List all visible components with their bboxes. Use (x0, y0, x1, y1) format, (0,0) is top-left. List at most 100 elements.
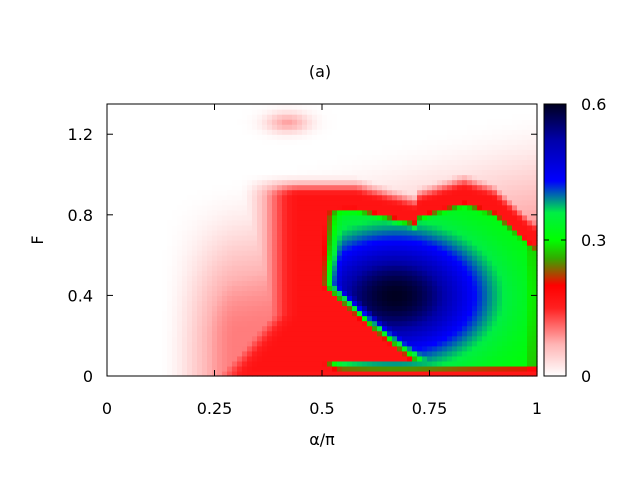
heatmap-cell (352, 350, 358, 357)
heatmap-cell (292, 255, 298, 261)
heatmap-cell (267, 280, 273, 286)
heatmap-cell (267, 169, 273, 176)
heatmap-cell (422, 124, 428, 130)
heatmap-cell (452, 214, 458, 221)
heatmap-cell (147, 229, 153, 236)
heatmap-cell (182, 134, 188, 140)
heatmap-cell (447, 255, 453, 261)
heatmap-cell (177, 139, 183, 145)
heatmap-cell (347, 335, 353, 342)
heatmap-cell (177, 104, 183, 110)
heatmap-cell (117, 370, 123, 377)
heatmap-cell (227, 179, 233, 186)
heatmap-cell (262, 335, 268, 342)
heatmap-cell (352, 270, 358, 276)
heatmap-cell (437, 370, 443, 377)
heatmap-cell (267, 139, 273, 145)
heatmap-cell (312, 340, 318, 347)
heatmap-cell (372, 209, 378, 216)
heatmap-cell (402, 184, 408, 191)
heatmap-cell (142, 184, 148, 191)
heatmap-cell (487, 169, 493, 176)
heatmap-cell (447, 340, 453, 347)
heatmap-cell (322, 234, 328, 241)
heatmap-cell (137, 219, 143, 226)
heatmap-cell (397, 139, 403, 145)
heatmap-cell (237, 149, 243, 155)
heatmap-cell (197, 144, 203, 150)
heatmap-cell (427, 179, 433, 186)
heatmap-cell (197, 325, 203, 332)
heatmap-cell (487, 159, 493, 166)
heatmap-cell (357, 169, 363, 176)
heatmap-cell (497, 194, 503, 201)
heatmap-cell (522, 124, 528, 130)
heatmap-cell (322, 300, 328, 307)
heatmap-cell (142, 199, 148, 206)
heatmap-cell (162, 149, 168, 155)
heatmap-cell (357, 194, 363, 201)
heatmap-cell (297, 134, 303, 140)
heatmap-cell (242, 365, 248, 372)
heatmap-cell (477, 315, 483, 322)
heatmap-cell (297, 335, 303, 342)
heatmap-cell (407, 240, 413, 246)
heatmap-cell (472, 325, 478, 332)
heatmap-cell (147, 144, 153, 150)
heatmap-cell (392, 154, 398, 161)
heatmap-cell (527, 350, 533, 357)
heatmap-cell (112, 159, 118, 166)
heatmap-cell (267, 310, 273, 317)
heatmap-cell (487, 345, 493, 352)
heatmap-cell (412, 234, 418, 241)
heatmap-cell (197, 174, 203, 181)
heatmap-cell (332, 164, 338, 171)
heatmap-cell (187, 260, 193, 266)
heatmap-cell (142, 159, 148, 166)
heatmap-cell (297, 245, 303, 251)
heatmap-cell (517, 265, 523, 271)
heatmap-cell (522, 315, 528, 322)
heatmap-cell (317, 295, 323, 302)
heatmap-cell (467, 154, 473, 161)
heatmap-cell (157, 315, 163, 322)
heatmap-cell (107, 325, 113, 332)
heatmap-cell (402, 214, 408, 221)
heatmap-cell (362, 124, 368, 130)
heatmap-cell (262, 134, 268, 140)
heatmap-cell (162, 290, 168, 297)
heatmap-cell (352, 305, 358, 312)
heatmap-cell (242, 139, 248, 145)
heatmap-cell (222, 214, 228, 221)
heatmap-cell (292, 114, 298, 120)
heatmap-cell (342, 169, 348, 176)
heatmap-cell (262, 340, 268, 347)
heatmap-cell (227, 240, 233, 246)
heatmap-cell (367, 270, 373, 276)
heatmap-cell (467, 350, 473, 357)
heatmap-cell (492, 335, 498, 342)
heatmap-cell (507, 365, 513, 372)
heatmap-cell (257, 139, 263, 145)
heatmap-cell (367, 280, 373, 286)
heatmap-cell (472, 164, 478, 171)
heatmap-cell (167, 270, 173, 276)
heatmap-cell (107, 214, 113, 221)
heatmap-cell (527, 219, 533, 226)
heatmap-cell (112, 214, 118, 221)
heatmap-cell (172, 255, 178, 261)
heatmap-cell (222, 340, 228, 347)
heatmap-cell (107, 219, 113, 226)
heatmap-cell (492, 189, 498, 196)
heatmap-cell (302, 179, 308, 186)
heatmap-cell (222, 315, 228, 322)
heatmap-cell (402, 265, 408, 271)
heatmap-cell (492, 365, 498, 372)
heatmap-cell (252, 295, 258, 302)
heatmap-cell (392, 370, 398, 377)
heatmap-cell (407, 355, 413, 362)
heatmap-cell (157, 194, 163, 201)
heatmap-cell (157, 365, 163, 372)
heatmap-cell (287, 184, 293, 191)
heatmap-cell (287, 114, 293, 120)
